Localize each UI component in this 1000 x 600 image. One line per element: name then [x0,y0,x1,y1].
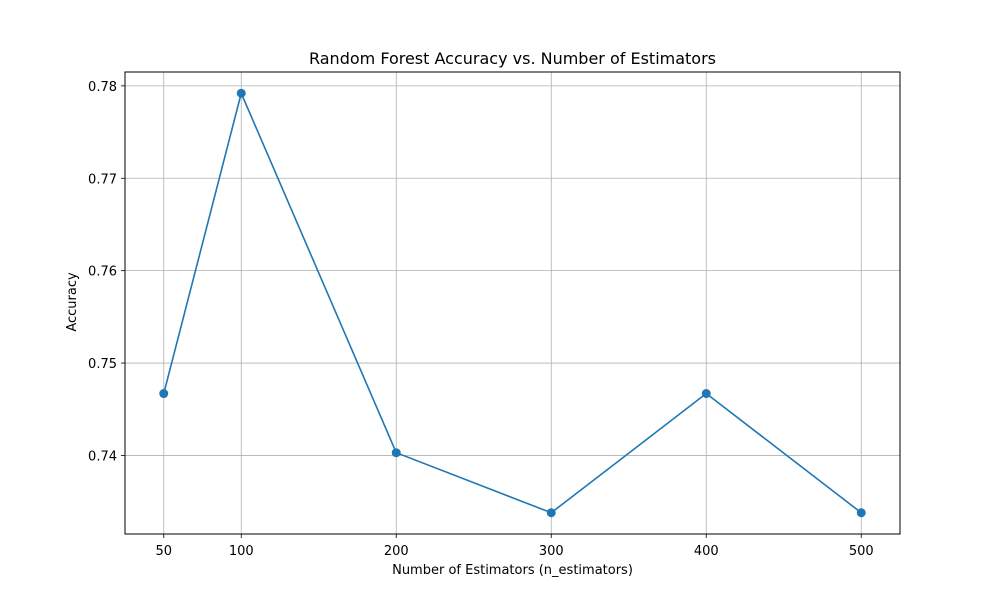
data-series [159,88,866,518]
axis-ticks: 50 100 200 300 400 500 0.74 0.75 0.76 0.77 0.78 [88,80,874,559]
y-tick-label: 0.74 [88,449,117,464]
data-point [546,508,556,518]
y-axis-title: Accuracy [65,272,80,332]
y-tick-label: 0.75 [88,357,117,372]
data-point [701,389,711,399]
data-point [236,88,246,98]
x-tick-label: 100 [229,544,254,559]
x-tick-label: 50 [155,544,172,559]
grid-lines [125,72,900,534]
data-point [391,448,401,458]
y-tick-label: 0.77 [88,172,117,187]
y-tick-label: 0.76 [88,265,117,280]
x-tick-label: 500 [849,544,874,559]
x-tick-label: 300 [539,544,564,559]
accuracy-line [162,92,862,514]
data-point [159,389,169,399]
y-tick-label: 0.78 [88,80,117,95]
x-axis-title: Number of Estimators (n_estimators) [392,563,633,578]
chart-title: Random Forest Accuracy vs. Number of Est… [309,49,716,68]
plot-area-frame [124,71,901,535]
data-point [856,508,866,518]
x-tick-label: 200 [384,544,409,559]
x-tick-label: 400 [694,544,719,559]
